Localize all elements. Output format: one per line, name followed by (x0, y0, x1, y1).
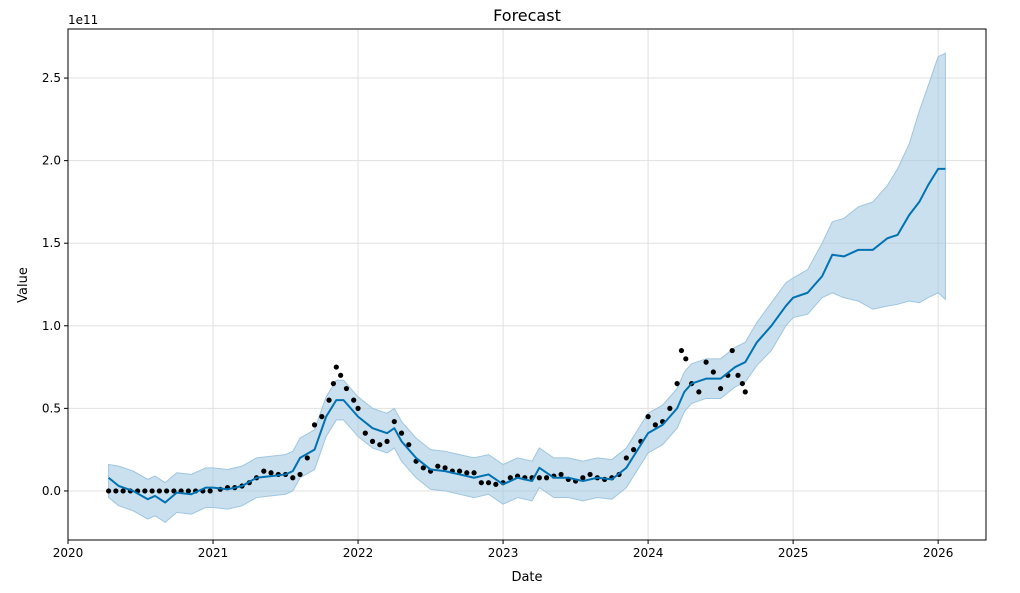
actual-point (185, 488, 191, 494)
actual-point (678, 347, 685, 354)
uncertainty-band (108, 52, 946, 523)
actual-point (478, 480, 484, 486)
y-tick-label: 1.5 (42, 236, 61, 250)
actual-point (142, 488, 148, 494)
actual-point (420, 465, 426, 471)
x-tick-label: 2020 (53, 546, 84, 560)
actual-point (326, 397, 332, 403)
actual-point (207, 488, 213, 494)
actual-point (149, 488, 155, 494)
actual-point (377, 442, 383, 448)
actual-point (507, 475, 513, 481)
actual-point (587, 471, 593, 478)
actual-point (156, 488, 162, 494)
actual-point (735, 372, 741, 378)
actual-point (674, 380, 680, 387)
actual-point (703, 359, 709, 365)
x-tick-label: 2022 (343, 546, 374, 560)
actual-point (355, 405, 361, 411)
x-tick-label: 2026 (923, 546, 954, 560)
plot-frame (67, 28, 987, 541)
actual-point (435, 463, 441, 469)
actual-point (710, 369, 716, 375)
actual-point (729, 347, 735, 354)
actual-point (742, 389, 748, 395)
x-tick-label: 2023 (488, 546, 519, 560)
actual-point (106, 488, 112, 494)
y-tick-label: 0.5 (42, 401, 61, 415)
actual-point (652, 422, 658, 428)
actual-point (667, 405, 673, 411)
actual-point (442, 465, 448, 471)
actual-point (351, 397, 357, 403)
actual-point (696, 389, 702, 395)
actual-point (406, 442, 412, 448)
actual-point (471, 470, 477, 476)
y-tick-label: 2.0 (42, 154, 61, 168)
actual-point (319, 414, 325, 420)
actual-point (384, 438, 390, 445)
actual-point (338, 372, 344, 378)
actual-point (113, 488, 119, 494)
actual-point (630, 447, 637, 453)
actual-point (718, 385, 724, 392)
actual-point (164, 488, 170, 494)
axis-ticks: 2020 2021 2022 2023 2024 2025 2026 0.0 0.5 1.0 1.5… (42, 71, 954, 560)
actual-point (683, 356, 689, 362)
uncertainty-band-area (108, 52, 946, 523)
actual-point (333, 364, 339, 370)
x-tick-label: 2021 (198, 546, 229, 560)
actual-point (311, 422, 318, 428)
actual-point (362, 430, 368, 436)
forecast-yhat-line (107, 167, 946, 504)
chart-title: Forecast (493, 6, 561, 25)
actual-point (645, 414, 651, 420)
actual-point (171, 488, 177, 494)
y-tick-label: 0.0 (42, 484, 61, 498)
actual-point (369, 438, 376, 445)
actual-point (268, 470, 274, 476)
y-axis-label: Value (16, 267, 31, 303)
actual-point (580, 475, 586, 481)
actual-point (536, 475, 542, 481)
actual-point (304, 455, 310, 461)
actual-point (297, 471, 303, 478)
x-axis-label: Date (511, 570, 542, 585)
actual-point (456, 468, 463, 474)
actual-point (543, 475, 550, 481)
actual-point (485, 480, 492, 486)
y-offset-label: 1e11 (68, 13, 98, 27)
actual-point (398, 430, 405, 436)
actual-point (558, 471, 564, 478)
actual-point (391, 418, 397, 425)
actual-point (120, 488, 126, 494)
actual-point (290, 475, 296, 481)
actual-point (623, 455, 629, 461)
actual-point (330, 380, 336, 387)
x-tick-label: 2024 (633, 546, 664, 560)
actual-point (261, 468, 267, 474)
actual-point (343, 385, 350, 392)
y-tick-label: 2.5 (42, 71, 61, 85)
actual-point (464, 470, 470, 476)
forecast-line (107, 167, 946, 504)
actual-point (739, 380, 745, 387)
x-tick-label: 2025 (778, 546, 809, 560)
y-tick-label: 1.0 (42, 319, 61, 333)
actual-point (493, 481, 499, 487)
